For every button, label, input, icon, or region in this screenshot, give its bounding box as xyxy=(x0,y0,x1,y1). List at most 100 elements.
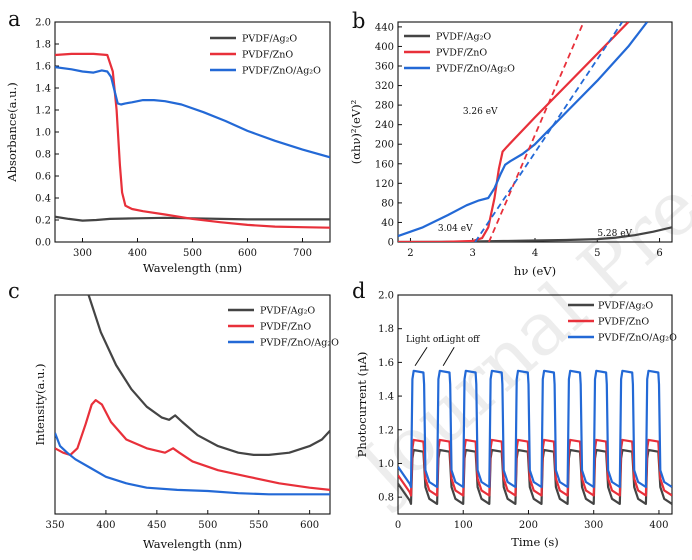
series-line-2 xyxy=(398,369,672,489)
y-tick-label: 0.8 xyxy=(35,150,51,161)
x-axis-label: hν (eV) xyxy=(514,264,556,278)
x-tick-label: 300 xyxy=(73,248,92,259)
x-tick-label: 550 xyxy=(249,520,268,531)
x-tick-label: 6 xyxy=(656,248,662,259)
legend-label: PVDF/Ag₂O xyxy=(242,34,297,45)
y-tick-label: 0.2 xyxy=(35,216,51,227)
panel-d-photocurrent-chart: 0 100 200 300 400 0.8 1.0 1.2 1.4 1.6 1.8 2.0 Time (… xyxy=(355,291,677,550)
legend-label: PVDF/ZnO/Ag₂O xyxy=(260,338,339,349)
legend-label: PVDF/ZnO xyxy=(242,50,293,61)
series-line-0 xyxy=(55,215,330,222)
annotation-label: Light off xyxy=(441,335,480,345)
panel-b-tauc-plot: 2 3 4 5 6 0 40 80 120 160 200 240 280 320 360 400 440 hν … xyxy=(349,21,673,278)
y-tick-label: 360 xyxy=(375,62,394,73)
x-tick-label: 500 xyxy=(198,520,217,531)
y-tick-label: 1.6 xyxy=(35,62,51,73)
y-tick-label: 0.8 xyxy=(378,493,394,504)
series-line-2 xyxy=(55,66,330,159)
x-tick-label: 500 xyxy=(183,248,202,259)
series-line-1 xyxy=(55,399,330,491)
y-tick-label: 400 xyxy=(375,42,394,53)
light-on-arrow xyxy=(414,346,428,367)
y-axis-label: Photocurrent (μA) xyxy=(355,352,369,458)
x-tick-label: 600 xyxy=(238,248,257,259)
legend-label: PVDF/ZnO xyxy=(598,317,649,328)
legend-label: PVDF/ZnO/Ag₂O xyxy=(598,333,677,344)
legend-label: PVDF/Ag₂O xyxy=(598,301,653,312)
y-tick-label: 1.0 xyxy=(378,459,394,470)
legend-label: PVDF/ZnO/Ag₂O xyxy=(242,66,321,77)
x-tick-label: 350 xyxy=(45,520,64,531)
x-tick-label: 2 xyxy=(407,248,413,259)
y-tick-label: 1.6 xyxy=(378,358,394,369)
plot-frame xyxy=(397,294,673,515)
legend-label: PVDF/ZnO xyxy=(260,322,311,333)
y-tick-label: 2.0 xyxy=(35,18,51,29)
panel-label-b: b xyxy=(352,9,365,33)
x-axis-label: Wavelength (nm) xyxy=(143,261,242,275)
y-tick-label: 80 xyxy=(381,198,394,209)
x-tick-label: 300 xyxy=(584,520,603,531)
x-axis-label: Time (s) xyxy=(511,535,559,549)
x-tick-label: 4 xyxy=(532,248,538,259)
x-axis-label: Wavelength (nm) xyxy=(143,537,242,551)
x-tick-label: 3 xyxy=(470,248,476,259)
y-tick-label: 1.4 xyxy=(35,84,51,95)
annotation-label: 3.04 eV xyxy=(438,224,473,234)
x-tick-label: 5 xyxy=(594,248,600,259)
series-line-1 xyxy=(398,22,630,242)
y-tick-label: 2.0 xyxy=(378,291,394,302)
x-tick-label: 200 xyxy=(519,520,538,531)
series-line-2 xyxy=(55,432,330,496)
y-tick-label: 0 xyxy=(388,238,394,249)
y-axis-label: (αhν)²(eV)² xyxy=(349,100,363,164)
y-tick-label: 0.4 xyxy=(35,194,51,205)
y-tick-label: 240 xyxy=(375,120,394,131)
x-tick-label: 0 xyxy=(395,520,401,531)
y-tick-label: 320 xyxy=(375,81,394,92)
panel-c-pl-spectra-chart: 350 400 450 500 550 600 Wavelength (nm) Intensi… xyxy=(33,294,339,551)
x-tick-label: 700 xyxy=(293,248,312,259)
y-tick-label: 0.6 xyxy=(35,172,51,183)
legend-label: PVDF/Ag₂O xyxy=(436,32,491,43)
panel-label-a: a xyxy=(8,7,21,31)
x-tick-label: 400 xyxy=(128,248,147,259)
x-tick-label: 600 xyxy=(300,520,319,531)
y-tick-label: 280 xyxy=(375,101,394,112)
panel-a-absorbance-chart: 300 400 500 600 700 0.0 0.2 0.4 0.6 0.8 1.0 1.2 1.4 1… xyxy=(5,18,331,275)
series-line-2 xyxy=(398,22,648,238)
x-tick-label: 100 xyxy=(454,520,473,531)
legend-label: PVDF/ZnO xyxy=(436,48,487,59)
x-tick-label: 400 xyxy=(649,520,668,531)
light-off-arrow xyxy=(442,346,455,367)
series-line-1 xyxy=(55,52,330,229)
x-tick-label: 400 xyxy=(96,520,115,531)
y-axis-label: Intensity(a.u.) xyxy=(33,363,47,445)
plot-frame xyxy=(54,294,331,515)
y-tick-label: 1.2 xyxy=(35,106,51,117)
legend-label: PVDF/ZnO/Ag₂O xyxy=(436,64,515,75)
y-tick-label: 1.2 xyxy=(378,425,394,436)
y-tick-label: 440 xyxy=(375,22,394,33)
y-tick-label: 1.4 xyxy=(378,392,394,403)
y-tick-label: 160 xyxy=(375,159,394,170)
annotation-label: Light on xyxy=(406,335,444,345)
panel-label-c: c xyxy=(8,279,20,303)
annotation-label: 3.26 eV xyxy=(463,107,498,117)
y-tick-label: 1.8 xyxy=(35,40,51,51)
y-tick-label: 0.0 xyxy=(35,238,51,249)
y-tick-label: 120 xyxy=(375,179,394,190)
tangent-line-4 xyxy=(474,22,623,242)
tangent-line-3 xyxy=(488,22,585,242)
y-tick-label: 200 xyxy=(375,140,394,151)
x-tick-label: 450 xyxy=(147,520,166,531)
series-line-1 xyxy=(398,438,672,497)
y-tick-label: 40 xyxy=(381,218,394,229)
y-axis-label: Absorbance(a.u.) xyxy=(5,82,19,182)
annotation-label: 5.28 eV xyxy=(597,229,632,239)
legend-label: PVDF/Ag₂O xyxy=(260,306,315,317)
series-line-0 xyxy=(87,295,330,456)
y-tick-label: 1.0 xyxy=(35,128,51,139)
panel-label-d: d xyxy=(352,279,365,303)
